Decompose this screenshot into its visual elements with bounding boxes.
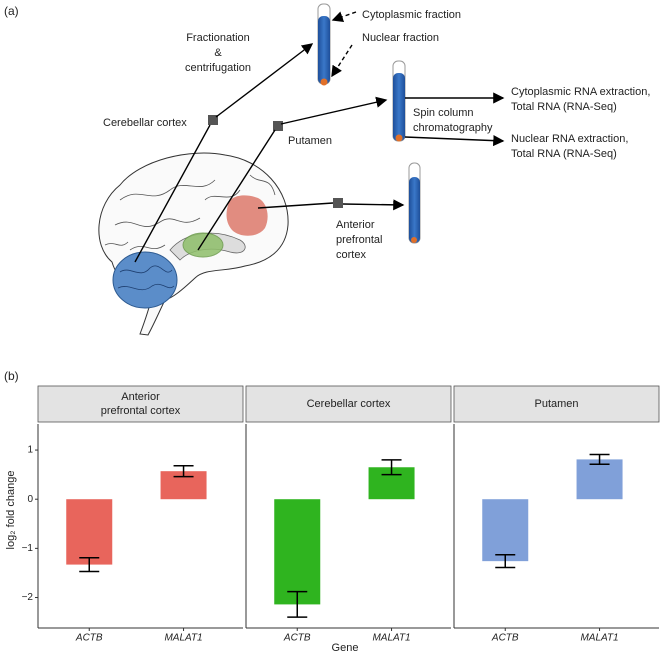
error-bar [381, 459, 402, 476]
region-label: Anterior [336, 219, 375, 231]
panel-label: (a) [4, 4, 19, 18]
error-bar [495, 554, 516, 569]
y-tick-label: 1 [27, 445, 33, 456]
tissue-sample [333, 198, 343, 208]
step-label: centrifugation [185, 62, 251, 74]
bar [274, 499, 321, 605]
x-tick-label: ACTB [491, 633, 519, 644]
x-tick-label: MALAT1 [164, 633, 202, 644]
fraction-label: Cytoplasmic fraction [362, 9, 461, 21]
facet-strip [453, 385, 660, 423]
tube [392, 60, 406, 142]
x-tick-label: MALAT1 [580, 633, 618, 644]
tube [408, 162, 421, 244]
facet-title: prefrontal cortex [101, 405, 181, 417]
output-label: Nuclear RNA extraction, [511, 133, 628, 145]
error-bar [173, 465, 194, 478]
error-bar [589, 453, 610, 466]
facet-strip [245, 385, 452, 423]
facet-title: Putamen [534, 398, 578, 410]
tissue-sample [208, 115, 218, 125]
facet-title: Cerebellar cortex [307, 398, 391, 410]
x-tick-label: ACTB [283, 633, 311, 644]
fraction-label: Nuclear fraction [362, 32, 439, 44]
region-label: prefrontal [336, 234, 382, 246]
facet-strip [37, 385, 244, 423]
bar [576, 459, 623, 500]
step-label: chromatography [413, 122, 493, 134]
x-axis-title: Gene [332, 642, 359, 654]
tissue-sample [273, 121, 283, 131]
region-label: cortex [336, 249, 366, 261]
panel-label: (b) [4, 369, 19, 383]
output-label: Cytoplasmic RNA extraction, [511, 86, 650, 98]
bar [482, 499, 529, 562]
bar [66, 499, 113, 565]
brain-illustration [98, 152, 289, 336]
step-label: Spin column [413, 107, 474, 119]
x-tick-label: ACTB [75, 633, 103, 644]
region-label: Cerebellar cortex [103, 117, 187, 129]
y-tick-label: −2 [22, 592, 34, 603]
error-bar [287, 590, 308, 618]
tube [317, 3, 331, 86]
facet-title: Anterior [121, 391, 160, 403]
y-tick-label: 0 [27, 494, 33, 505]
y-axis-title: log₂ fold change [5, 471, 17, 550]
error-bar [79, 556, 100, 573]
step-label: Fractionation [186, 32, 250, 44]
arrows [134, 11, 505, 263]
output-label: Total RNA (RNA-Seq) [511, 148, 617, 160]
x-tick-label: MALAT1 [372, 633, 410, 644]
step-label: & [214, 47, 222, 59]
output-label: Total RNA (RNA-Seq) [511, 101, 617, 113]
y-tick-label: −1 [22, 543, 34, 554]
region-label: Putamen [288, 135, 332, 147]
